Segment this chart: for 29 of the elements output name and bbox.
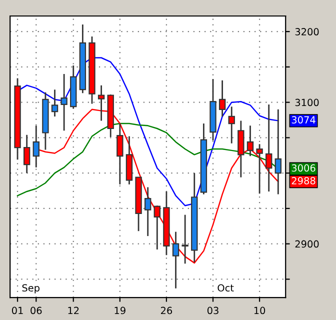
x-tick-label: 19 [114, 306, 126, 314]
y-tick-label: 3200 [295, 28, 319, 36]
candlestick [60, 73, 68, 132]
candlestick [116, 122, 124, 186]
x-tick-label: 26 [160, 306, 172, 314]
data-label: 3074 [292, 116, 316, 124]
x-tick-label: 01 [12, 306, 23, 314]
x-tick-label: 03 [207, 306, 218, 314]
annotation: Oct [218, 284, 234, 292]
candlestick [246, 124, 254, 157]
data-label: 3006 [292, 164, 316, 172]
data-label: 2988 [292, 177, 316, 184]
y-tick-label: 2900 [295, 240, 319, 248]
candlestick [274, 108, 282, 195]
candlestick [218, 80, 226, 118]
candlestick [32, 124, 40, 168]
x-tick-label: 06 [30, 306, 42, 314]
candlestick [182, 214, 188, 264]
candlestick [256, 143, 263, 194]
annotation: Sep [22, 284, 40, 294]
candlestick [144, 186, 152, 237]
candlestick [23, 134, 30, 174]
x-tick-label: 10 [254, 306, 266, 314]
candlestick [172, 231, 180, 290]
candlestick [228, 106, 235, 144]
y-tick-label: 3100 [295, 98, 319, 106]
candlestick [51, 88, 58, 118]
candlestick [154, 204, 160, 250]
x-tick-label: 12 [68, 306, 79, 314]
